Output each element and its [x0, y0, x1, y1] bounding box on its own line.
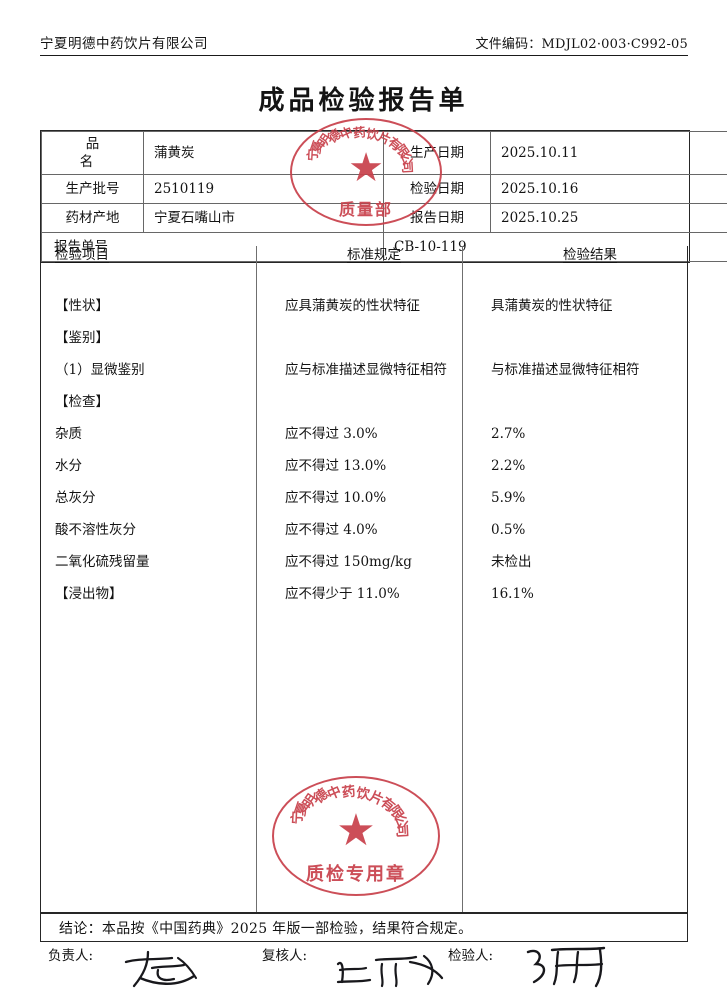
- table-row: 总灰分 应不得过 10.0% 5.9%: [41, 482, 703, 514]
- manager-label: 负责人:: [48, 948, 94, 964]
- conclusion-text: 结论：本品按《中国药典》2025 年版一部检验，结果符合规定。: [59, 920, 473, 937]
- inspector-label: 检验人:: [448, 948, 494, 964]
- inspector-signature: [518, 940, 628, 996]
- item-name: 【鉴别】: [55, 329, 109, 346]
- items-header-row: 检验项目 标准规定 检验结果: [41, 246, 703, 290]
- item-result: 未检出: [491, 553, 532, 570]
- conclusion-row: 结论：本品按《中国药典》2025 年版一部检验，结果符合规定。: [40, 913, 688, 942]
- col-item-label: 检验项目: [55, 247, 109, 263]
- table-row: 报告单号 CB-10-119: [41, 232, 727, 263]
- origin-label: 药材产地: [41, 203, 144, 234]
- report-no-value: CB-10-119: [383, 232, 727, 263]
- items-table: 检验项目 标准规定 检验结果 【性状】 应具蒲黄炭的性状特征 具蒲黄炭的性状特征…: [40, 246, 688, 913]
- col-result-label: 检验结果: [563, 247, 617, 263]
- item-result: [477, 386, 703, 418]
- item-standard: 应不得过 4.0%: [285, 521, 378, 538]
- product-name-label: 品 名: [41, 130, 150, 176]
- header-cell-item: 检验项目: [41, 246, 271, 290]
- header-cell-standard: 标准规定: [271, 246, 477, 290]
- item-name: 【检查】: [55, 393, 109, 410]
- table-row: 品 名 蒲黄炭 生产日期 2025.10.11: [41, 130, 727, 176]
- table-row: 【浸出物】 应不得少于 11.0% 16.1%: [41, 578, 703, 610]
- item-result: 具蒲黄炭的性状特征: [491, 297, 613, 314]
- handwriting-manager-icon: [124, 950, 198, 988]
- manager-signature: [118, 948, 238, 998]
- item-standard: [271, 386, 477, 418]
- item-name: 【性状】: [55, 297, 109, 314]
- item-standard: 应不得过 150mg/kg: [285, 553, 412, 570]
- item-name: 酸不溶性灰分: [55, 521, 136, 538]
- item-result: 2.7%: [491, 425, 526, 442]
- table-row: 【鉴别】: [41, 322, 703, 354]
- report-date-value: 2025.10.25: [490, 203, 727, 234]
- col-standard-label: 标准规定: [347, 247, 401, 263]
- item-result: 5.9%: [491, 489, 526, 506]
- item-name: 杂质: [55, 425, 82, 442]
- item-name: 【浸出物】: [55, 585, 123, 602]
- items-grid: 检验项目 标准规定 检验结果 【性状】 应具蒲黄炭的性状特征 具蒲黄炭的性状特征…: [41, 246, 703, 610]
- test-date-value: 2025.10.16: [490, 174, 727, 205]
- table-row: 二氧化硫残留量 应不得过 150mg/kg 未检出: [41, 546, 703, 578]
- item-name: 水分: [55, 457, 82, 474]
- item-result: 16.1%: [491, 585, 534, 602]
- production-date-label: 生产日期: [383, 130, 491, 176]
- item-result: 与标准描述显微特征相符: [491, 361, 640, 378]
- table-row: 生产批号 2510119 检验日期 2025.10.16: [41, 174, 727, 205]
- column-divider-2: [462, 246, 463, 912]
- item-standard: 应不得过 10.0%: [285, 489, 387, 506]
- table-row: 酸不溶性灰分 应不得过 4.0% 0.5%: [41, 514, 703, 546]
- item-name: （1）显微鉴别: [55, 361, 145, 378]
- item-standard: 应不得过 13.0%: [285, 457, 387, 474]
- reviewer-signature: [332, 948, 462, 998]
- report-no-label: 报告单号: [41, 232, 384, 263]
- item-standard: 应具蒲黄炭的性状特征: [285, 297, 420, 314]
- table-row: 杂质 应不得过 3.0% 2.7%: [41, 418, 703, 450]
- item-result: 2.2%: [491, 457, 526, 474]
- item-name: 总灰分: [55, 489, 96, 506]
- item-standard: 应与标准描述显微特征相符: [285, 361, 447, 378]
- page-title: 成品检验报告单: [258, 86, 469, 116]
- item-result: [477, 322, 703, 354]
- test-date-label: 检验日期: [383, 174, 491, 205]
- item-standard: 应不得过 3.0%: [285, 425, 378, 442]
- reviewer-label: 复核人:: [262, 948, 308, 964]
- product-name-value: 蒲黄炭: [143, 130, 384, 176]
- batch-label: 生产批号: [41, 174, 144, 205]
- origin-value: 宁夏石嘴山市: [143, 203, 384, 234]
- column-divider-1: [256, 246, 257, 912]
- header-cell-result: 检验结果: [477, 246, 703, 290]
- table-row: （1）显微鉴别 应与标准描述显微特征相符 与标准描述显微特征相符: [41, 354, 703, 386]
- document-code: 文件编码：MDJL02·003·C992-05: [475, 37, 688, 52]
- signature-row: 负责人: 复核人: 检验人:: [40, 944, 700, 994]
- batch-value: 2510119: [143, 174, 384, 205]
- production-date-value: 2025.10.11: [490, 130, 727, 176]
- item-standard: 应不得少于 11.0%: [285, 585, 400, 602]
- item-standard: [271, 322, 477, 354]
- table-row: 【检查】: [41, 386, 703, 418]
- report-date-label: 报告日期: [383, 203, 491, 234]
- page-header: 宁夏明德中药饮片有限公司 文件编码：MDJL02·003·C992-05: [40, 26, 688, 56]
- table-row: 药材产地 宁夏石嘴山市 报告日期 2025.10.25: [41, 203, 727, 234]
- table-row: 水分 应不得过 13.0% 2.2%: [41, 450, 703, 482]
- item-result: 0.5%: [491, 521, 526, 538]
- item-name: 二氧化硫残留量: [55, 553, 150, 570]
- handwriting-inspector-icon: [526, 946, 606, 988]
- table-row: 【性状】 应具蒲黄炭的性状特征 具蒲黄炭的性状特征: [41, 290, 703, 322]
- handwriting-reviewer-icon: [336, 954, 444, 988]
- info-table: 品 名 蒲黄炭 生产日期 2025.10.11 生产批号 2510119 检验日…: [40, 130, 727, 264]
- company-name: 宁夏明德中药饮片有限公司: [40, 36, 208, 52]
